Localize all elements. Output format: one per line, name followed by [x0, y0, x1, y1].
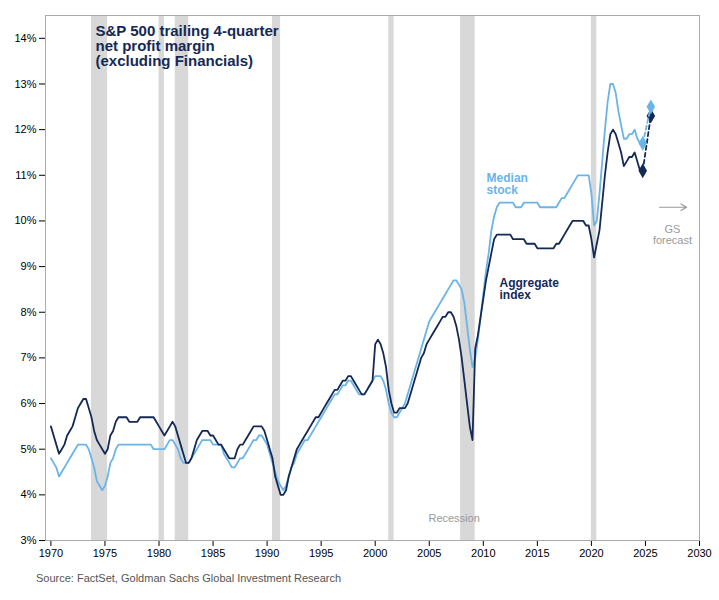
- svg-text:GSforecast: GSforecast: [653, 223, 692, 246]
- svg-text:11%: 11%: [15, 169, 36, 181]
- svg-text:8%: 8%: [21, 306, 37, 318]
- svg-text:6%: 6%: [21, 397, 37, 409]
- svg-text:13%: 13%: [14, 77, 36, 89]
- svg-text:1975: 1975: [93, 547, 117, 559]
- svg-text:2005: 2005: [417, 547, 441, 559]
- svg-text:9%: 9%: [21, 260, 37, 272]
- svg-text:14%: 14%: [14, 32, 36, 44]
- svg-text:4%: 4%: [21, 488, 37, 500]
- html-text:Source: FactSet, Goldman Sachs: Source: FactSet, Goldman Sachs Global In…: [36, 572, 342, 584]
- svg-text:Medianstock: Medianstock: [487, 171, 528, 197]
- svg-text:2015: 2015: [525, 547, 549, 559]
- svg-text:1990: 1990: [255, 547, 279, 559]
- svg-text:2000: 2000: [363, 547, 387, 559]
- svg-text:1985: 1985: [201, 547, 225, 559]
- svg-text:2010: 2010: [471, 547, 495, 559]
- svg-text:12%: 12%: [14, 123, 36, 135]
- svg-text:Aggregateindex: Aggregateindex: [500, 276, 560, 302]
- svg-text:1995: 1995: [309, 547, 333, 559]
- svg-text:1980: 1980: [147, 547, 171, 559]
- svg-text:3%: 3%: [21, 534, 37, 546]
- svg-text:7%: 7%: [21, 351, 37, 363]
- svg-text:2020: 2020: [579, 547, 603, 559]
- svg-text:2025: 2025: [633, 547, 657, 559]
- svg-text:2030: 2030: [687, 547, 711, 559]
- svg-text:Recession: Recession: [428, 512, 479, 524]
- svg-text:1970: 1970: [39, 547, 63, 559]
- svg-text:5%: 5%: [21, 443, 37, 455]
- svg-text:10%: 10%: [14, 214, 36, 226]
- svg-text:S&P 500 trailing 4-quarternet: S&P 500 trailing 4-quarternet profit mar…: [96, 22, 279, 69]
